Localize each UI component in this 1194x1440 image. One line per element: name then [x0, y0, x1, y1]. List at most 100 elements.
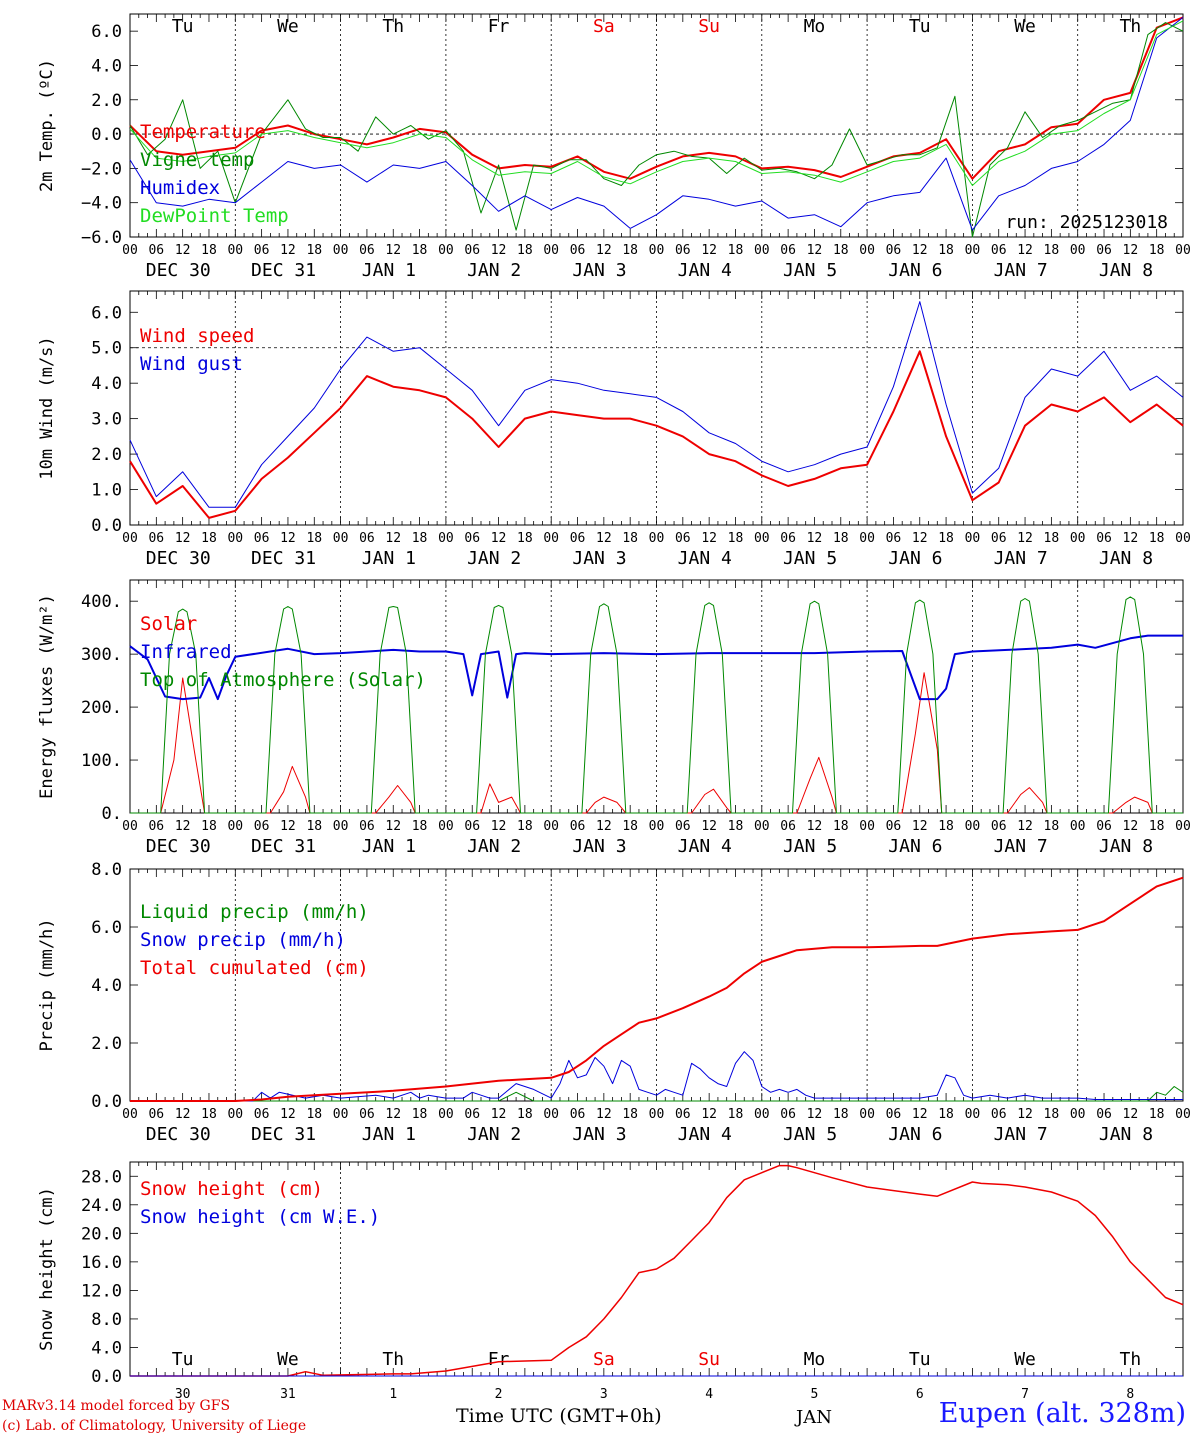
hour-label: 06: [570, 819, 586, 834]
hour-label: 12: [912, 1107, 928, 1122]
hour-label: 18: [622, 243, 638, 258]
hour-label: 06: [886, 819, 902, 834]
weekday-label: Tu: [909, 1349, 931, 1370]
hour-label: 12: [1017, 819, 1033, 834]
x-axis-title: Time UTC (GMT+0h): [456, 1405, 662, 1427]
date-label: JAN 3: [572, 836, 626, 857]
hour-label: 18: [412, 531, 428, 546]
hour-label: 18: [1044, 243, 1060, 258]
hour-label: 06: [780, 819, 796, 834]
hour-label: 00: [333, 243, 349, 258]
hour-label: 00: [543, 819, 559, 834]
day-number: 3: [600, 1387, 608, 1402]
hour-label: 06: [780, 1107, 796, 1122]
hour-label: 00: [1175, 243, 1191, 258]
hour-label: 18: [1149, 819, 1165, 834]
hour-label: 12: [596, 1107, 612, 1122]
hour-label: 00: [227, 531, 243, 546]
hour-label: 00: [122, 531, 138, 546]
hour-label: 00: [859, 1107, 875, 1122]
hour-label: 06: [359, 243, 375, 258]
hour-label: 12: [1017, 531, 1033, 546]
date-label: JAN 8: [1099, 836, 1153, 857]
hour-label: 00: [965, 1107, 981, 1122]
hour-label: 06: [886, 531, 902, 546]
hour-label: 18: [728, 243, 744, 258]
day-number: 1: [389, 1387, 397, 1402]
legend-entry: DewPoint Temp: [140, 205, 289, 227]
y-tick-label: 6.0: [91, 303, 122, 323]
hour-label: 12: [701, 531, 717, 546]
date-label: JAN 2: [467, 260, 521, 281]
hour-label: 00: [1070, 531, 1086, 546]
hour-label: 18: [1149, 531, 1165, 546]
model-credit: MARv3.14 model forced by GFS: [2, 1398, 231, 1414]
y-tick-label: 2.0: [91, 91, 122, 111]
hour-label: 00: [122, 243, 138, 258]
hour-label: 18: [622, 1107, 638, 1122]
weekday-label: Mo: [804, 16, 826, 37]
hour-label: 06: [886, 1107, 902, 1122]
panel-snow: 0.0 4.0 8.0 12.0 16.0 20.0 24.0 28.0 Snow height…: [37, 1161, 1184, 1402]
hour-label: 18: [833, 243, 849, 258]
date-label: JAN 1: [362, 548, 416, 569]
date-label: JAN 3: [572, 260, 626, 281]
day-number: 7: [1021, 1387, 1029, 1402]
hour-label: 00: [859, 819, 875, 834]
hour-label: 18: [201, 243, 217, 258]
hour-label: 12: [385, 531, 401, 546]
lab-credit: (c) Lab. of Climatology, University of L…: [2, 1418, 307, 1434]
hour-label: 12: [912, 243, 928, 258]
hour-label: 12: [807, 243, 823, 258]
date-label: JAN 7: [994, 1124, 1048, 1145]
hour-label: 06: [254, 1107, 270, 1122]
y-tick-label: 0.: [102, 804, 122, 824]
date-label: JAN 2: [467, 548, 521, 569]
day-number: 30: [175, 1387, 191, 1402]
hour-label: 06: [1096, 1107, 1112, 1122]
hour-label: 00: [649, 531, 665, 546]
hour-label: 12: [280, 531, 296, 546]
panel-wind: 0.0 1.0 2.0 3.0 4.0 5.0 6.0 10m Wind (m/s) 00 06 1…: [37, 290, 1191, 569]
hour-label: 18: [517, 243, 533, 258]
hour-label: 06: [675, 531, 691, 546]
date-label: DEC 30: [146, 1124, 211, 1145]
date-label: DEC 30: [146, 548, 211, 569]
series-wind-gust: [129, 301, 1184, 508]
hour-label: 00: [333, 531, 349, 546]
date-label: JAN 4: [678, 1124, 732, 1145]
y-tick-label: −2.0: [81, 159, 122, 179]
hour-label: 12: [175, 819, 191, 834]
hour-label: 18: [833, 531, 849, 546]
hour-label: 12: [385, 819, 401, 834]
hour-label: 06: [148, 531, 164, 546]
hour-label: 12: [175, 243, 191, 258]
hour-label: 00: [649, 819, 665, 834]
hour-label: 06: [570, 243, 586, 258]
y-tick-label: 3.0: [91, 410, 122, 430]
legend-entry: Wind speed: [140, 325, 254, 347]
date-label: JAN 5: [783, 1124, 837, 1145]
legend-entry: Liquid precip (mm/h): [140, 901, 369, 923]
hour-label: 18: [306, 819, 322, 834]
panel-precip: 0.0 2.0 4.0 6.0 8.0 Precip (mm/h) 00 06 12 18 DEC …: [37, 860, 1191, 1145]
weekday-label: Fr: [488, 16, 510, 37]
hour-label: 18: [728, 1107, 744, 1122]
date-label: JAN 6: [888, 548, 942, 569]
panel-temperature: −6.0 −4.0 −2.0 0.0 2.0 4.0 6.0 2m Temp. (ºC) 00 0…: [37, 13, 1191, 281]
hour-label: 12: [701, 243, 717, 258]
y-tick-label: 28.0: [81, 1167, 122, 1187]
date-label: DEC 30: [146, 260, 211, 281]
hour-label: 12: [1123, 531, 1139, 546]
hour-label: 00: [754, 819, 770, 834]
hour-label: 12: [385, 243, 401, 258]
hour-label: 06: [359, 531, 375, 546]
hour-label: 18: [728, 531, 744, 546]
date-label: JAN 8: [1099, 1124, 1153, 1145]
hour-label: 00: [438, 531, 454, 546]
hour-label: 12: [596, 531, 612, 546]
y-tick-label: 200.: [81, 698, 122, 718]
hour-label: 12: [385, 1107, 401, 1122]
hour-label: 06: [148, 819, 164, 834]
hour-label: 12: [280, 819, 296, 834]
